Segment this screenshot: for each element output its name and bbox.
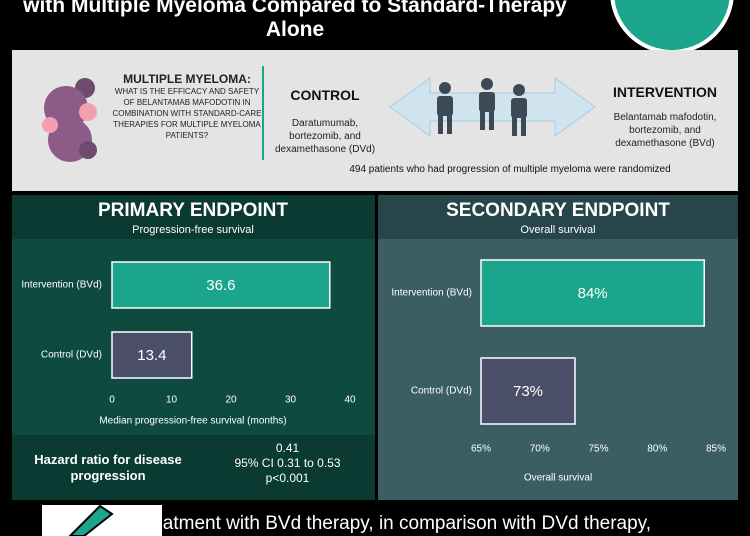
bar [111, 331, 193, 379]
x-tick-label: 0 [109, 395, 115, 406]
hazard-p: p<0.001 [265, 471, 310, 485]
value-label: 36.6 [206, 277, 235, 294]
value-label: 13.4 [137, 347, 166, 364]
x-tick-label: 75% [588, 444, 608, 455]
category-label: Intervention (BVd) [391, 288, 472, 299]
control-text: Daratumumab, bortezomib, and dexamethaso… [274, 118, 376, 155]
hazard-ci: 95% CI 0.31 to 0.53 [234, 456, 341, 470]
population: 494 patients who had progression of mult… [349, 164, 671, 175]
x-tick-label: 20 [225, 395, 237, 406]
bar [111, 261, 331, 309]
control-title: CONTROL [290, 87, 360, 103]
study-panel [12, 50, 738, 191]
footer-icon [68, 504, 114, 536]
x-tick-label: 80% [647, 444, 667, 455]
x-axis-label: Overall survival [524, 473, 592, 484]
category-label: Intervention (BVd) [21, 280, 102, 291]
people-icon [437, 78, 527, 136]
x-tick-label: 10 [166, 395, 178, 406]
bar [480, 259, 705, 327]
x-tick-label: 70% [530, 444, 550, 455]
intervention-title: INTERVENTION [613, 84, 717, 100]
panel-title: PRIMARY ENDPOINT [98, 200, 288, 221]
bar [480, 357, 576, 425]
myeloma-icon [42, 78, 97, 162]
x-tick-label: 85% [706, 444, 726, 455]
footer-text: Treatment with BVd therapy, in compariso… [135, 513, 652, 534]
category-label: Control (DVd) [41, 350, 102, 361]
hazard-panel [12, 435, 375, 500]
x-tick-label: 65% [471, 444, 491, 455]
value-label: 73% [513, 383, 543, 400]
value-label: 84% [578, 285, 608, 302]
intervention-text: Belantamab mafodotin, bortezomib, and de… [613, 112, 717, 149]
hazard-values: 0.41 95% CI 0.31 to 0.53 p<0.001 [200, 441, 375, 486]
hazard-value: 0.41 [275, 441, 300, 455]
question: MULTIPLE MYELOMA: WHAT IS THE EFFICACY A… [112, 72, 262, 141]
panel-title: SECONDARY ENDPOINT [446, 200, 670, 221]
hazard-label: Hazard ratio for disease progression [34, 452, 182, 483]
title: with Multiple Myeloma Compared to Standa… [23, 0, 567, 41]
secondary-panel [378, 195, 738, 500]
x-tick-label: 30 [285, 395, 297, 406]
primary-header [12, 195, 375, 239]
question-text: WHAT IS THE EFFICACY AND SAFETY OF BELAN… [112, 87, 262, 140]
x-axis-label: Median progression-free survival (months… [99, 416, 286, 427]
x-tick-label: 40 [344, 395, 356, 406]
panel-subtitle: Overall survival [520, 224, 595, 236]
panel-subtitle: Progression-free survival [132, 224, 254, 236]
secondary-header [378, 195, 738, 239]
question-title: MULTIPLE MYELOMA: [123, 72, 251, 86]
category-label: Control (DVd) [411, 386, 472, 397]
